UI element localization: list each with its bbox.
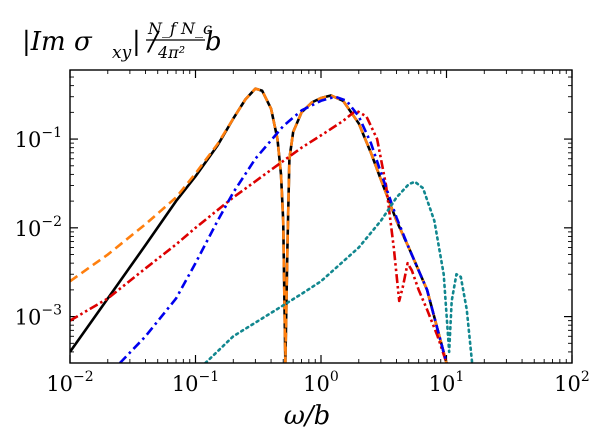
y-label-frac-den: 4π²	[157, 43, 185, 62]
y-axis-label: |Im σ xy | / N_f N_c 4π² b	[22, 19, 222, 63]
x-tick-label: 10−1	[172, 369, 219, 396]
plot-frame	[69, 69, 573, 364]
y-label-suffix: b	[205, 27, 222, 57]
series-line-2	[70, 87, 448, 363]
x-axis-label: ω/b	[284, 401, 331, 431]
y-label-frac-num: N_f N_c	[147, 19, 212, 38]
y-label-subscript: xy	[112, 43, 132, 63]
ticks-layer: 10−2 10−1 100 101 102 10−3 10−2 10−1	[15, 70, 590, 396]
y-label-prefix: |Im σ	[22, 27, 93, 57]
series-layer	[70, 87, 474, 363]
series-line-5	[204, 180, 474, 363]
y-tick-label: 10−2	[15, 214, 62, 241]
y-tick-label: 10−1	[15, 125, 62, 152]
x-tick-label: 10−2	[46, 369, 93, 396]
y-label-middle: | /	[132, 27, 160, 57]
x-tick-label: 101	[429, 369, 465, 396]
series-line-4	[119, 95, 448, 363]
x-tick-label: 100	[303, 369, 339, 396]
x-tick-label: 102	[554, 369, 590, 396]
series-line-3	[70, 109, 448, 363]
y-tick-label: 10−3	[15, 303, 62, 330]
